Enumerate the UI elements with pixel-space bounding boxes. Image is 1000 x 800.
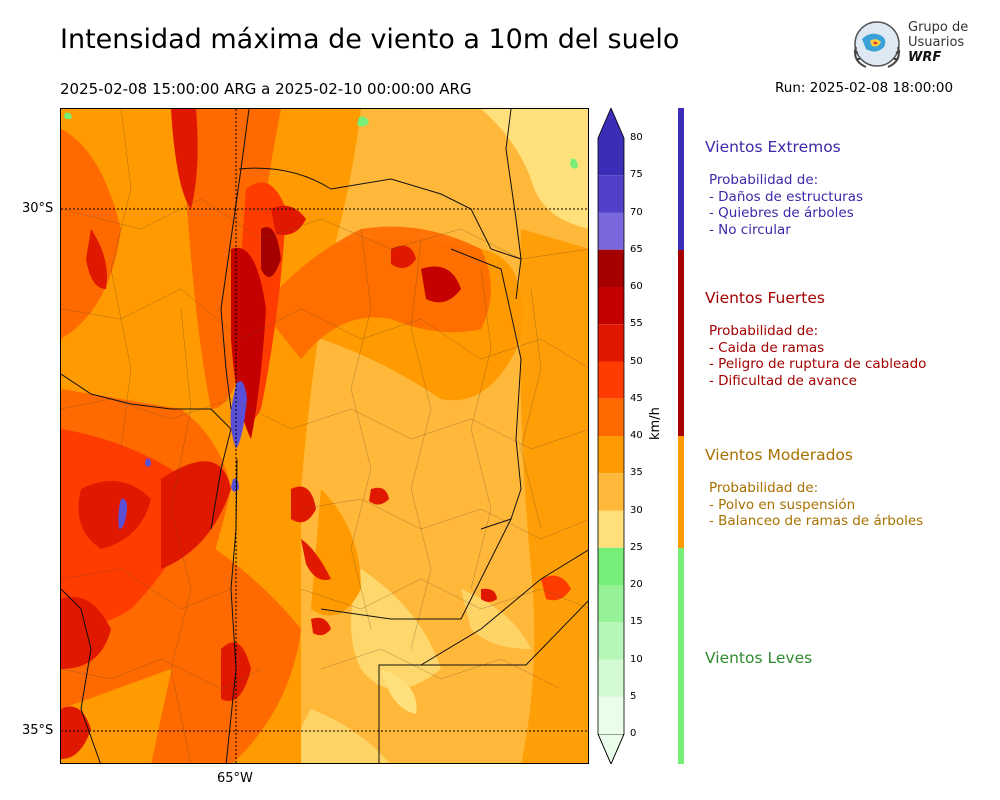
colorbar-tick-label: 30 xyxy=(630,504,643,516)
colorbar-tick-label: 15 xyxy=(630,616,643,628)
colorbar-level xyxy=(598,696,624,734)
colorbar-tick-label: 40 xyxy=(630,430,643,441)
category-line: - Peligro de ruptura de cableado xyxy=(709,356,927,372)
colorbar-level xyxy=(598,398,624,436)
category-line: - Caida de ramas xyxy=(709,339,825,356)
colorbar-level xyxy=(598,138,624,176)
category-line: Probabilidad de: xyxy=(709,172,819,188)
run-time: Run: 2025-02-08 18:00:00 xyxy=(775,80,954,96)
wind-colorbar xyxy=(597,108,625,764)
category-desc-moderados: Probabilidad de: - Polvo en suspensión -… xyxy=(709,480,923,530)
category-line: - Quiebres de árboles xyxy=(709,205,854,221)
colorbar-tick-label: 60 xyxy=(630,281,643,292)
colorbar-level xyxy=(598,547,624,585)
wind-field-svg xyxy=(61,109,588,763)
colorbar-extend-max xyxy=(598,108,624,138)
colorbar-tick-label: 75 xyxy=(630,169,643,181)
category-bar-leves xyxy=(678,547,684,764)
category-bar-extremos xyxy=(678,108,684,250)
colorbar-level xyxy=(598,361,624,399)
category-line: Probabilidad de: xyxy=(709,480,819,496)
colorbar-level xyxy=(598,436,624,474)
lat-label-30s: 30°S xyxy=(22,201,54,216)
logo-line-1: Grupo de xyxy=(908,20,969,35)
colorbar-level xyxy=(598,212,624,250)
colorbar-level xyxy=(598,659,624,697)
colorbar-tick-label: 45 xyxy=(630,392,643,404)
colorbar-tick-label: 35 xyxy=(630,467,643,479)
colorbar-outline xyxy=(597,108,625,764)
colorbar-level xyxy=(598,585,624,623)
category-line: - No circular xyxy=(709,221,791,238)
category-line: - Dificultad de avance xyxy=(709,372,857,389)
colorbar-level xyxy=(598,249,624,287)
colorbar-level xyxy=(598,622,624,660)
colorbar-level xyxy=(598,473,624,511)
wrf-logo: Grupo de Usuarios WRF xyxy=(848,17,968,72)
map-title: Intensidad máxima de viento a 10m del su… xyxy=(60,24,680,55)
colorbar-tick-label: 10 xyxy=(630,653,643,665)
category-line: - Polvo en suspensión xyxy=(709,496,856,513)
colorbar-unit: km/h xyxy=(648,407,663,440)
lat-label-35s: 35°S xyxy=(22,723,54,738)
wind-map xyxy=(60,108,589,764)
colorbar-tick-label: 5 xyxy=(630,690,637,702)
category-title-extremos: Vientos Extremos xyxy=(705,138,841,156)
category-bar-fuertes xyxy=(678,249,684,436)
category-bar-moderados xyxy=(678,436,684,548)
colorbar-tick-label: 70 xyxy=(630,206,643,218)
category-title-leves: Vientos Leves xyxy=(705,649,813,667)
category-line: - Daños de estructuras xyxy=(709,188,864,205)
colorbar-level xyxy=(598,287,624,325)
colorbar-extend-min xyxy=(597,733,625,764)
colorbar-tick-label: 0 xyxy=(630,728,637,739)
colorbar-level xyxy=(598,324,624,362)
category-title-moderados: Vientos Moderados xyxy=(705,446,853,464)
colorbar-tick-label: 55 xyxy=(630,318,643,330)
colorbar-level xyxy=(598,510,624,548)
globe-icon xyxy=(853,21,901,68)
colorbar-tick-label: 20 xyxy=(630,579,643,590)
category-line: Probabilidad de: xyxy=(709,323,819,339)
forecast-period: 2025-02-08 15:00:00 ARG a 2025-02-10 00:… xyxy=(60,80,472,98)
category-line: - Balanceo de ramas de árboles xyxy=(709,513,924,529)
category-desc-extremos: Probabilidad de: - Daños de estructuras … xyxy=(709,172,863,238)
logo-line-2: Usuarios xyxy=(908,35,965,50)
colorbar-tick-label: 25 xyxy=(630,541,643,553)
colorbar-tick-label: 50 xyxy=(630,355,643,367)
lon-label-65w: 65°W xyxy=(217,771,253,786)
colorbar-tick-label: 65 xyxy=(630,243,643,255)
logo-line-3: WRF xyxy=(908,50,942,65)
colorbar-tick-label: 80 xyxy=(630,132,643,143)
category-title-fuertes: Vientos Fuertes xyxy=(705,289,825,307)
colorbar-level xyxy=(598,175,624,213)
category-desc-fuertes: Probabilidad de: - Caida de ramas - Peli… xyxy=(709,323,926,389)
